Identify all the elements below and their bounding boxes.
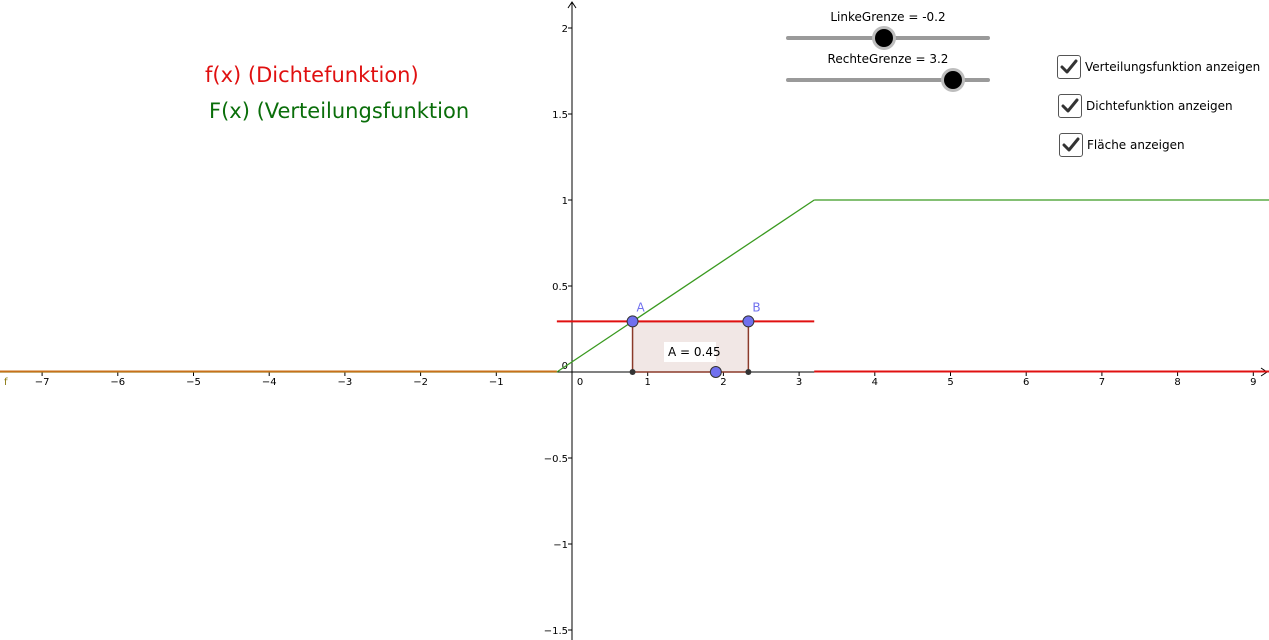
right-bound-slider-label: RechteGrenze = 3.2	[827, 52, 949, 66]
left-bound-slider-thumb[interactable]	[874, 29, 893, 47]
y-tick-label: 2	[562, 24, 568, 35]
area-label-box	[664, 342, 716, 362]
distribution-function-label: F(x) (Verteilungsfunktion	[209, 99, 470, 123]
x-tick-label: −3	[338, 377, 353, 388]
y-tick-label: −1.5	[544, 626, 568, 637]
point-a[interactable]	[626, 315, 639, 328]
y-tick-label: −1	[553, 540, 568, 551]
x-tick-label: 4	[872, 377, 878, 388]
checkmark-icon	[1061, 98, 1079, 113]
checkbox-box[interactable]	[1058, 94, 1082, 118]
right-bound-slider-thumb[interactable]	[944, 71, 963, 89]
x-tick-label: 7	[1099, 377, 1105, 388]
y-tick-label: 0.5	[552, 282, 568, 293]
x-tick-label: 8	[1174, 377, 1180, 388]
x-tick-label: −6	[110, 377, 125, 388]
point-a-label: A	[637, 300, 646, 314]
density-function-label: f(x) (Dichtefunktion)	[205, 63, 419, 87]
distribution-function-ramp	[556, 199, 815, 373]
right-bound-slider[interactable]: RechteGrenze = 3.2	[783, 52, 993, 89]
x-tick-label: 2	[720, 377, 726, 388]
foot-point-a	[629, 369, 636, 375]
checkbox-label: Verteilungsfunktion anzeigen	[1085, 60, 1261, 74]
x-tick-label: 3	[796, 377, 802, 388]
y-axis-arrow-icon	[567, 1, 577, 9]
x-tick-label: 9	[1250, 377, 1256, 388]
function-name-label: f	[4, 377, 8, 388]
checkbox-label: Dichtefunktion anzeigen	[1086, 99, 1233, 113]
y-tick-label: 1	[562, 196, 568, 207]
x-tick-label: −2	[413, 377, 428, 388]
point-b-label: B	[752, 300, 760, 314]
area-midpoint[interactable]	[709, 366, 722, 378]
x-tick-label: 6	[1023, 377, 1029, 388]
show-area-checkbox[interactable]: Fläche anzeigen	[1059, 133, 1185, 157]
x-tick-label: −1	[489, 377, 504, 388]
y-tick-label: 1.5	[552, 110, 568, 121]
checkbox-label: Fläche anzeigen	[1087, 138, 1185, 152]
checkmark-icon	[1062, 137, 1080, 152]
left-bound-slider[interactable]: LinkeGrenze = -0.2	[783, 10, 993, 47]
x-tick-label: 5	[947, 377, 953, 388]
right-bound-slider-track[interactable]	[786, 78, 990, 82]
checkbox-box[interactable]	[1057, 55, 1081, 79]
checkbox-box[interactable]	[1059, 133, 1083, 157]
left-bound-slider-label: LinkeGrenze = -0.2	[830, 10, 946, 24]
area-label: A = 0.45	[668, 345, 721, 359]
checkmark-icon	[1060, 59, 1078, 74]
x-tick-label: −5	[186, 377, 201, 388]
foot-point-b	[745, 369, 752, 375]
x-tick-label: 1	[645, 377, 651, 388]
point-b[interactable]	[742, 315, 755, 328]
show-density-checkbox[interactable]: Dichtefunktion anzeigen	[1058, 94, 1233, 118]
x-tick-label: 0	[577, 377, 583, 388]
x-tick-label: −4	[262, 377, 277, 388]
show-distribution-checkbox[interactable]: Verteilungsfunktion anzeigen	[1057, 55, 1260, 79]
x-tick-label: −7	[35, 377, 50, 388]
y-tick-label: −0.5	[544, 454, 568, 465]
